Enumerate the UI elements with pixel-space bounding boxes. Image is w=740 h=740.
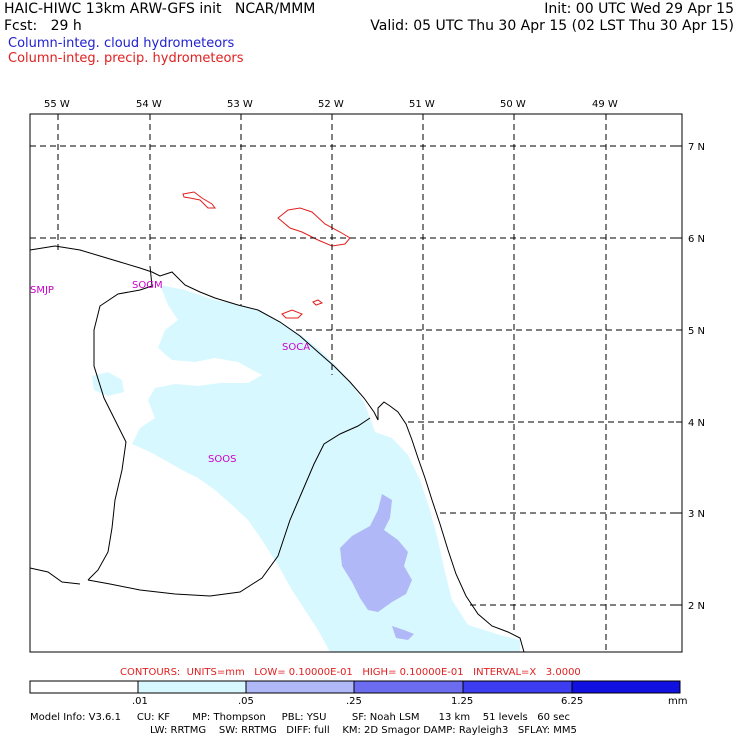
colorbar-label: .05 bbox=[238, 696, 254, 707]
colorbar-bin bbox=[29, 680, 139, 694]
station-soca: SOCA bbox=[282, 342, 310, 353]
colorbar-label: 1.25 bbox=[451, 696, 473, 707]
colorbar-labels: .01 .05 .25 1.25 6.25 mm bbox=[132, 696, 687, 707]
station-soos: SOOS bbox=[208, 454, 236, 465]
contour-info: CONTOURS: UNITS=mm LOW= 0.10000E-01 HIGH… bbox=[120, 667, 581, 678]
precip-contour-2 bbox=[277, 207, 351, 247]
station-labels: SMJP SOGM SOCA SOOS bbox=[30, 280, 310, 465]
lat-lon-grid bbox=[30, 114, 682, 652]
border-west bbox=[87, 265, 153, 581]
precip-contour-3 bbox=[281, 309, 303, 319]
valid-time: Valid: 05 UTC Thu 30 Apr 15 (02 LST Thu … bbox=[370, 18, 734, 34]
latitude-labels: 7 N 6 N 5 N 4 N 3 N 2 N bbox=[688, 142, 705, 612]
colorbar-bin bbox=[571, 680, 681, 694]
coastlines-and-borders bbox=[29, 245, 525, 653]
precip-contour-1 bbox=[182, 191, 216, 209]
border-south bbox=[87, 417, 371, 597]
model-info-line2: LW: RRTMG SW: RRTMG DIFF: full KM: 2D Sm… bbox=[150, 725, 577, 736]
longitude-labels: 55 W 54 W 53 W 52 W 51 W 50 W 49 W bbox=[44, 99, 618, 110]
init-time: Init: 00 UTC Wed 29 Apr 15 bbox=[544, 1, 734, 17]
precip-contour-4 bbox=[312, 299, 324, 306]
colorbar-bin bbox=[462, 680, 573, 694]
station-sogm: SOGM bbox=[132, 280, 163, 291]
lat-label: 4 N bbox=[688, 418, 705, 429]
lon-label: 51 W bbox=[409, 99, 435, 110]
colorbar-bin bbox=[353, 680, 464, 694]
cloud-light-area bbox=[132, 285, 520, 652]
lon-label: 52 W bbox=[318, 99, 344, 110]
colorbar-bin bbox=[137, 680, 247, 694]
lon-label: 49 W bbox=[592, 99, 618, 110]
colorbar-label: .01 bbox=[132, 696, 148, 707]
lon-label: 53 W bbox=[227, 99, 253, 110]
map-frame bbox=[29, 113, 683, 653]
colorbar bbox=[29, 680, 681, 694]
frame-ticks bbox=[57, 114, 682, 606]
colorbar-label: 6.25 bbox=[561, 696, 583, 707]
lat-label: 3 N bbox=[688, 509, 705, 520]
lat-label: 7 N bbox=[688, 142, 705, 153]
legend-precip-hydrometeors: Column-integ. precip. hydrometeors bbox=[8, 51, 244, 66]
lat-label: 2 N bbox=[688, 601, 705, 612]
model-info-line1: Model Info: V3.6.1 CU: KF MP: Thompson P… bbox=[30, 712, 570, 723]
colorbar-label: .25 bbox=[346, 696, 362, 707]
legend-cloud-hydrometeors: Column-integ. cloud hydrometeors bbox=[8, 36, 235, 51]
lon-label: 55 W bbox=[44, 99, 70, 110]
cloud-medium-area bbox=[340, 494, 412, 612]
lat-label: 5 N bbox=[688, 326, 705, 337]
cloud-light-area-south bbox=[185, 412, 290, 468]
lon-label: 54 W bbox=[136, 99, 162, 110]
station-smjp: SMJP bbox=[30, 285, 54, 296]
forecast-hour: Fcst: 29 h bbox=[4, 18, 82, 34]
cloud-light-area-west bbox=[92, 372, 124, 396]
cloud-shading bbox=[92, 285, 520, 652]
cloud-medium-area-tail bbox=[392, 626, 414, 640]
lon-label: 50 W bbox=[500, 99, 526, 110]
colorbar-bin bbox=[245, 680, 355, 694]
title-line1-left: HAIC-HIWC 13km ARW-GFS init NCAR/MMM bbox=[4, 1, 316, 17]
border-southwest bbox=[29, 567, 81, 585]
colorbar-units: mm bbox=[668, 696, 687, 707]
lat-label: 6 N bbox=[688, 234, 705, 245]
coastline bbox=[29, 245, 525, 653]
